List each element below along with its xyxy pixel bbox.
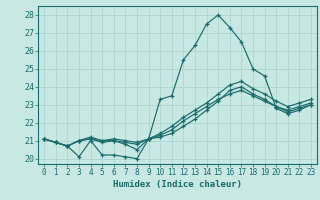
X-axis label: Humidex (Indice chaleur): Humidex (Indice chaleur) bbox=[113, 180, 242, 189]
